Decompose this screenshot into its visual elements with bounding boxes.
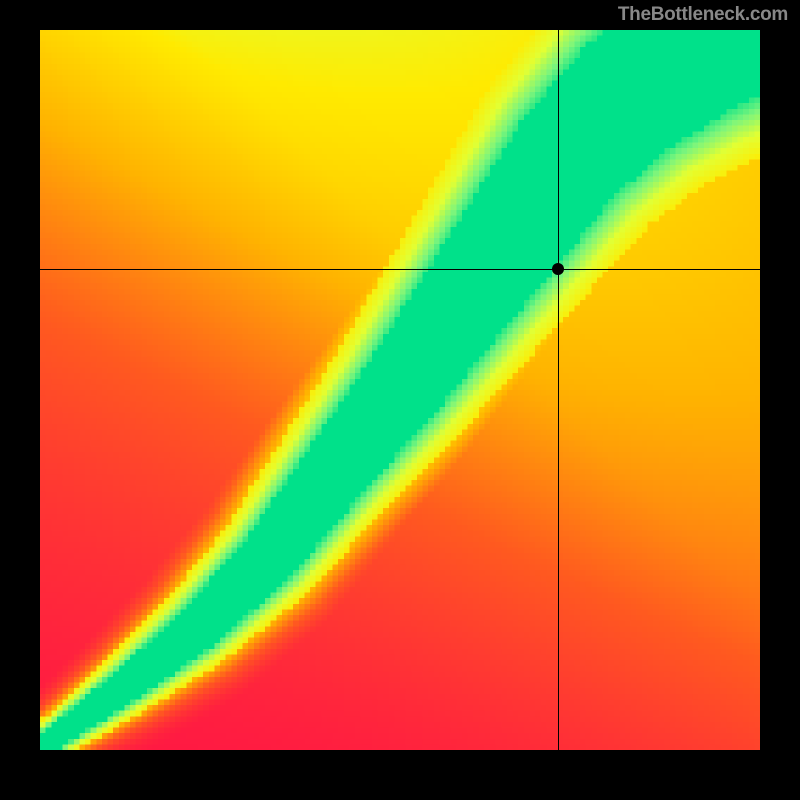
heatmap-plot — [40, 30, 760, 750]
chart-container: TheBottleneck.com — [0, 0, 800, 800]
crosshair-vertical — [558, 30, 559, 750]
crosshair-horizontal — [40, 269, 760, 270]
watermark-text: TheBottleneck.com — [618, 4, 788, 26]
data-point-marker — [552, 263, 564, 275]
heatmap-canvas — [40, 30, 760, 750]
